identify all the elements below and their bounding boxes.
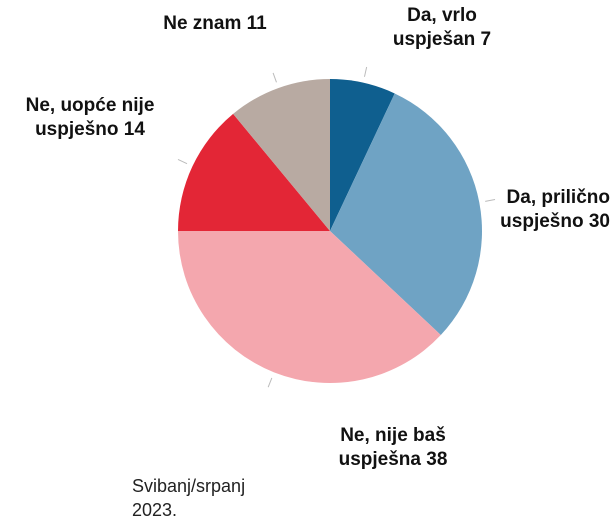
note: Svibanj/srpanj 2023.: [132, 476, 246, 520]
leader-line: [485, 199, 496, 202]
leader-line: [177, 159, 188, 165]
slice-label: Ne, uopće nije uspješno 14: [0, 94, 180, 142]
slice-name: Da, vrlo uspješan: [392, 5, 477, 50]
leader-line: [363, 66, 368, 77]
slice-name: Ne, uopće nije uspješno: [25, 95, 155, 140]
slice-name: Ne znam: [163, 13, 242, 34]
slice-label: Ne, nije baš uspješna 38: [298, 424, 488, 472]
pie-slice: [178, 231, 441, 383]
pie-slice: [178, 113, 330, 231]
pie-slice: [233, 79, 330, 231]
slice-label: Ne znam 11: [120, 12, 310, 36]
slice-value: 14: [123, 119, 145, 140]
slice-name: Ne, nije baš uspješna: [338, 425, 446, 470]
slice-value: 30: [588, 211, 610, 232]
slice-label: Da, prilično uspješno 30: [492, 186, 610, 234]
pie-slice: [330, 79, 395, 231]
slice-value: 7: [480, 29, 492, 50]
slice-name: Da, prilično uspješno: [500, 187, 610, 232]
pie-slice: [330, 93, 482, 336]
leader-line: [272, 72, 277, 83]
leader-line: [267, 377, 273, 388]
slice-value: 38: [426, 449, 448, 470]
slice-value: 11: [246, 13, 267, 34]
slice-label: Da, vrlo uspješan 7: [372, 4, 512, 52]
